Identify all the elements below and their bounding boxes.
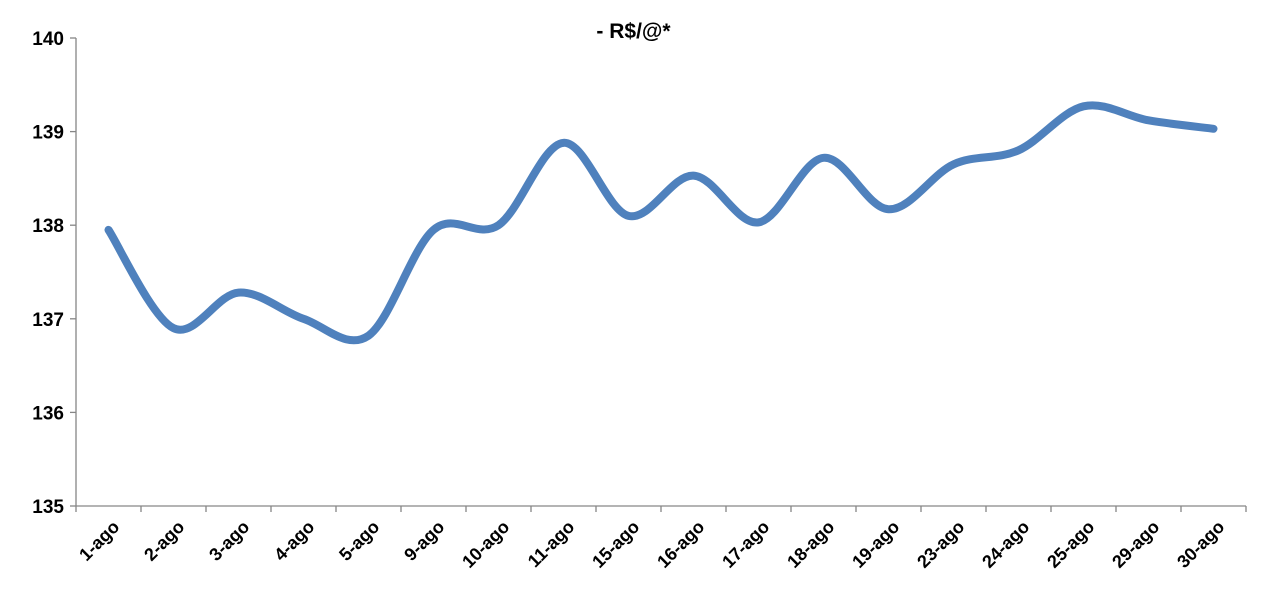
chart-title-line-2: - R$/@* xyxy=(596,20,671,43)
x-tick-label: 23-ago xyxy=(913,517,968,572)
x-tick-label: 9-ago xyxy=(400,517,448,565)
x-tick-label: 15-ago xyxy=(588,517,643,572)
x-tick-label: 24-ago xyxy=(978,517,1033,572)
x-tick-label: 2-ago xyxy=(140,517,188,565)
x-tick-label: 11-ago xyxy=(524,517,578,571)
y-tick-label: 137 xyxy=(32,310,64,331)
x-tick-label: 3-ago xyxy=(205,517,253,565)
y-tick-label: 136 xyxy=(32,403,64,424)
y-tick-label: 139 xyxy=(32,123,64,144)
x-tick-label: 16-ago xyxy=(653,517,708,572)
x-tick-label: 25-ago xyxy=(1043,517,1098,572)
x-tick-label: 4-ago xyxy=(270,517,318,565)
x-tick-label: 10-ago xyxy=(458,517,513,572)
x-axis-ticks: 1-ago 2-ago 3-ago 4-ago 5-ago 9-ago 10-ago 11-a… xyxy=(75,506,1247,572)
series-group xyxy=(104,101,1218,345)
x-tick-label: 30-ago xyxy=(1173,517,1228,572)
x-tick-label: 1-ago xyxy=(75,517,123,565)
x-tick-label: 29-ago xyxy=(1108,517,1163,572)
x-tick-label: 18-ago xyxy=(783,517,838,572)
y-tick-label: 138 xyxy=(32,216,64,237)
x-tick-label: 5-ago xyxy=(335,517,383,565)
x-tick-label: 17-ago xyxy=(718,517,773,572)
series-line xyxy=(104,101,1218,345)
y-tick-label: 135 xyxy=(32,497,64,518)
y-tick-label: 140 xyxy=(32,29,64,50)
y-axis-ticks: 135 136 137 138 139 140 xyxy=(32,29,76,518)
x-tick-label: 19-ago xyxy=(848,517,903,572)
